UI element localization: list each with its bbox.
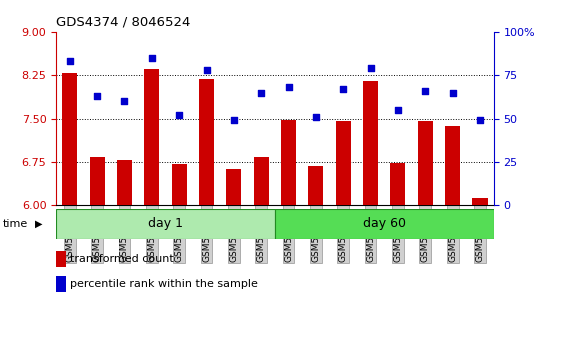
Text: time: time (3, 219, 28, 229)
Bar (117, 160, 132, 205)
Point (448, 90, 457, 95)
Point (311, 114, 320, 120)
Point (174, 112, 183, 118)
Point (366, 65, 375, 71)
Bar (418, 121, 433, 205)
Bar (254, 157, 269, 205)
Bar (309, 166, 324, 205)
Bar (281, 120, 296, 205)
Point (202, 67, 211, 73)
Point (65, 58, 74, 64)
Text: ▶: ▶ (35, 219, 42, 229)
Point (339, 86, 348, 92)
Text: GDS4374 / 8046524: GDS4374 / 8046524 (56, 16, 191, 29)
Point (421, 88, 430, 94)
Text: day 1: day 1 (148, 217, 183, 230)
Point (229, 118, 238, 123)
Point (120, 98, 129, 104)
Text: day 60: day 60 (363, 217, 406, 230)
Point (393, 107, 402, 113)
Bar (472, 198, 488, 205)
Bar (56, 209, 275, 239)
Bar (90, 157, 105, 205)
Bar (390, 162, 406, 205)
Bar (226, 170, 241, 205)
Text: percentile rank within the sample: percentile rank within the sample (70, 279, 258, 289)
Bar (144, 69, 159, 205)
Bar (363, 81, 378, 205)
Bar (172, 164, 187, 205)
Point (148, 55, 157, 61)
Bar (445, 126, 460, 205)
Bar (62, 74, 77, 205)
Point (257, 90, 266, 95)
Point (476, 118, 485, 123)
Bar (335, 121, 351, 205)
Bar (199, 79, 214, 205)
Text: transformed count: transformed count (70, 255, 174, 264)
Point (93, 93, 102, 99)
Bar (275, 209, 494, 239)
Point (284, 85, 293, 90)
